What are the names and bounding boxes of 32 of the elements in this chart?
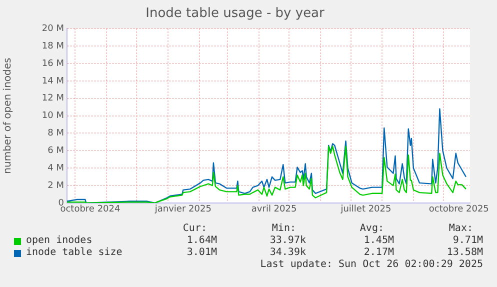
text: 1.64M	[186, 235, 217, 247]
y-tick-label: 4 M	[48, 163, 64, 174]
y-tick-label: 14 M	[42, 76, 64, 86]
text: 9.71M	[452, 235, 483, 247]
y-tick-label: 8 M	[48, 128, 64, 139]
x-tick-label: janvier 2025	[154, 204, 212, 215]
x-tick-label: octobre 2024	[60, 204, 121, 215]
y-tick-label: 6 M	[48, 146, 64, 156]
x-tick-label: juillet 2025	[340, 204, 392, 215]
text: 1.45M	[364, 235, 394, 247]
text: 33.97k	[270, 235, 306, 247]
text: 2.17M	[364, 247, 394, 259]
y-tick-label: 2 M	[48, 180, 64, 191]
chart-title: Inode table usage - by year	[146, 6, 326, 22]
y-axis-title: number of open inodes	[2, 58, 14, 174]
text: Max:	[448, 223, 473, 235]
y-tick-label: 16 M	[42, 58, 64, 69]
text: Last update: Sun Oct 26 02:00:29 2025	[260, 259, 483, 271]
text: 13.58M	[446, 247, 483, 259]
legend-label: open inodes	[26, 235, 92, 247]
x-tick-label: octobre 2025	[428, 204, 489, 215]
text: 34.39k	[270, 247, 306, 259]
text: 3.01M	[186, 247, 217, 259]
text: Cur:	[182, 223, 207, 235]
text: Min:	[272, 223, 296, 235]
y-tick-label: 18 M	[42, 41, 64, 52]
y-tick-label: 20 M	[42, 24, 64, 34]
y-tick-label: 10 M	[42, 111, 64, 122]
text: Avg:	[360, 223, 384, 235]
y-tick-label: 12 M	[42, 94, 64, 104]
x-tick-label: avril 2025	[251, 204, 297, 215]
legend-label: inode table size	[26, 247, 122, 259]
